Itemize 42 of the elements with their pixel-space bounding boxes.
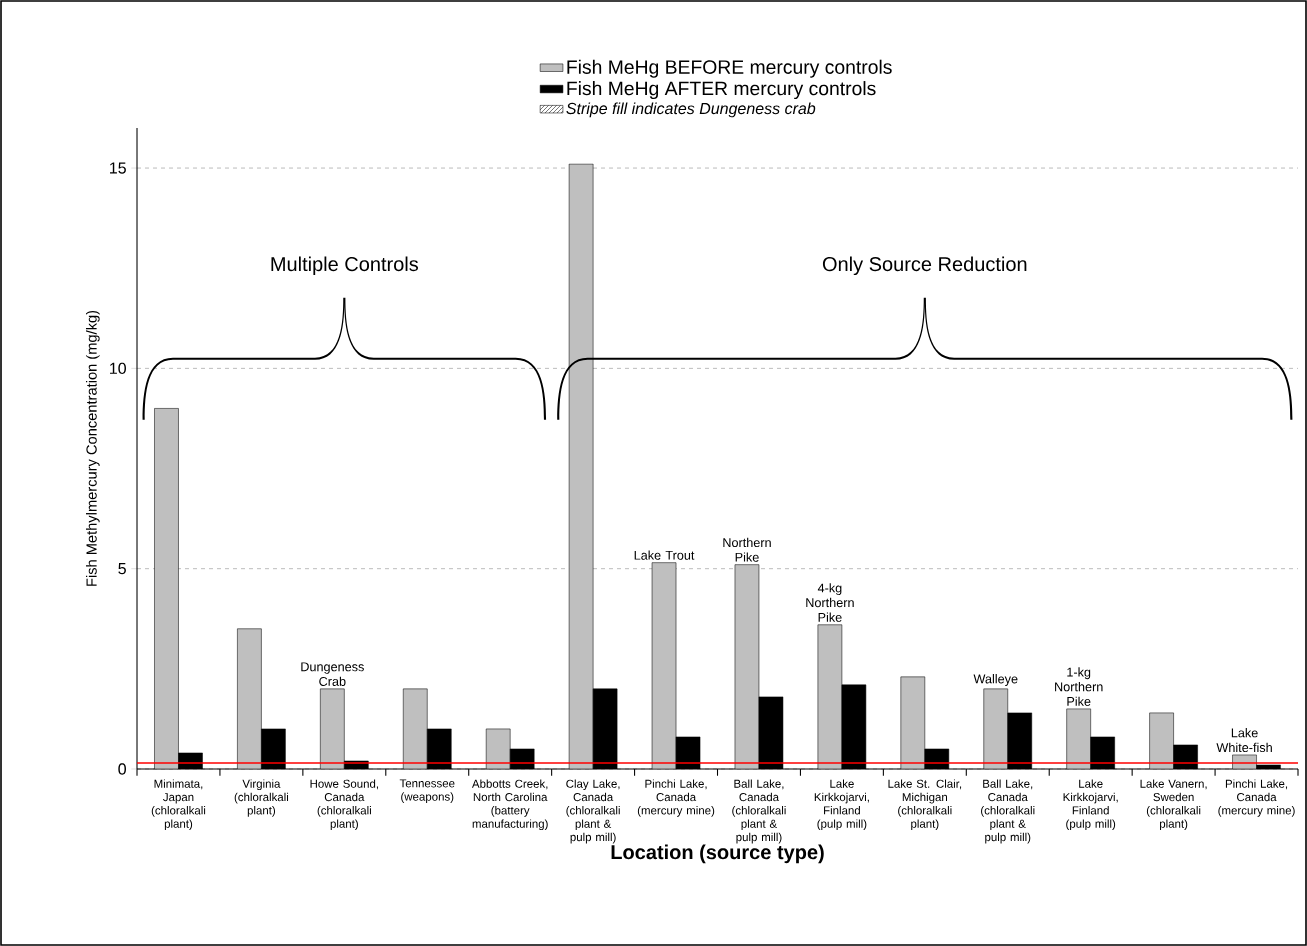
data-label: Lake White-fish <box>1216 728 1272 753</box>
annotation: Multiple Controls <box>271 256 419 276</box>
bar <box>402 688 428 769</box>
bar <box>568 163 594 769</box>
x-tick-label: Pinchi Lake, Canada (mercury mine) <box>637 779 715 817</box>
x-tick-label: Abbotts Creek, North Carolina (battery manufacturing) <box>471 779 548 831</box>
data-label: 1-kg Northern Pike <box>1055 667 1103 706</box>
x-tick-label: Lake St. Clair, Michigan (chloralkali plant) <box>888 779 962 831</box>
legend-label: Fish MeHg AFTER mercury controls <box>567 81 876 100</box>
data-label: Northern Pike <box>723 537 771 562</box>
annotation: Only Source Reduction <box>822 256 1027 276</box>
x-tick-label: Minimata, Japan (chloralkali plant) <box>151 779 206 831</box>
bar <box>734 564 760 769</box>
x-tick-label: Lake Kirkkojarvi, Finland (pulp mill) <box>814 779 869 831</box>
x-tick-label: Lake Vanern, Sweden (chloralkali plant) <box>1140 779 1207 831</box>
y-tick-label: 15 <box>110 162 126 174</box>
bar <box>900 676 926 769</box>
data-label: Lake Trout <box>634 550 695 560</box>
text: Stripe fill indicates Dungeness crab <box>566 102 816 118</box>
bar <box>817 624 843 769</box>
data-label: Walleye <box>973 674 1018 686</box>
x-tick-label: Ball Lake, Canada (chloralkali plant & pulp mill) <box>732 779 786 844</box>
x-axis-title: Location (source type) <box>611 844 824 864</box>
y-tick-label: 5 <box>118 563 126 575</box>
bar <box>651 562 677 769</box>
y-axis-title: Fish Methylmercury Concentration (mg/kg) <box>85 310 100 586</box>
bar <box>320 688 345 769</box>
x-tick-label: Howe Sound, Canada (chloralkali plant) <box>310 779 379 831</box>
bar <box>983 688 1009 769</box>
x-tick-label: Pinchi Lake, Canada (mercury mine) <box>1218 779 1295 817</box>
x-tick-label: Lake Kirkkojarvi, Finland (pulp mill) <box>1063 779 1118 831</box>
bar <box>154 408 179 769</box>
data-label: Dungeness Crab <box>301 662 364 686</box>
x-tick-label: Tennessee (weapons) <box>399 779 455 803</box>
y-tick-label: 0 <box>118 763 126 775</box>
y-tick-label: 10 <box>110 362 126 375</box>
x-tick-label: Clay Lake, Canada (chloralkali plant & pulp mill) <box>566 779 620 844</box>
legend-label: Fish MeHg BEFORE mercury controls <box>567 59 892 78</box>
bar <box>237 628 262 769</box>
x-tick-label: Virginia (chloralkali plant) <box>234 779 289 817</box>
data-label: 4-kg Northern Pike <box>806 583 854 622</box>
x-tick-label: Ball Lake, Canada (chloralkali plant & pulp mill) <box>981 779 1035 844</box>
